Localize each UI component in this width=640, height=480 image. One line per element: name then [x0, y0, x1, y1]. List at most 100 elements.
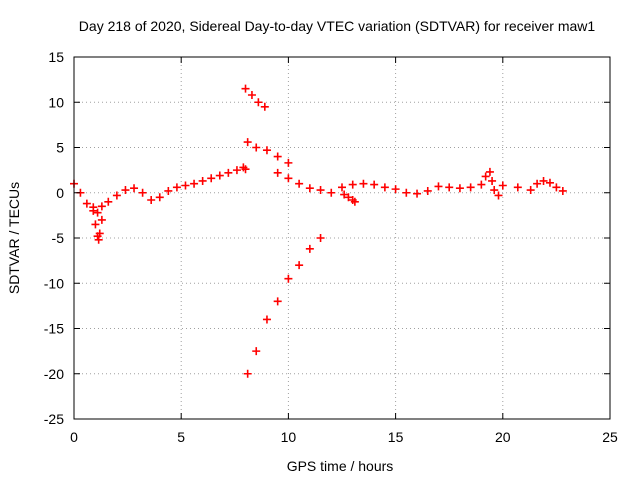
data-point	[533, 179, 542, 188]
data-point	[262, 315, 271, 324]
data-point	[262, 146, 271, 155]
data-point	[181, 181, 190, 190]
data-point	[215, 171, 224, 180]
y-tick-label: 0	[56, 185, 64, 201]
data-point	[295, 179, 304, 188]
y-tick-label: 5	[56, 140, 64, 156]
data-point	[112, 191, 121, 200]
data-point	[260, 102, 269, 111]
data-point	[273, 168, 282, 177]
data-point	[295, 261, 304, 270]
series-isolated-points	[513, 183, 522, 192]
data-point	[273, 297, 282, 306]
y-axis-label: SDTVAR / TECUs	[6, 182, 22, 294]
data-point	[247, 91, 256, 100]
data-point	[241, 84, 250, 93]
x-tick-label: 10	[281, 429, 297, 445]
y-tick-label: -5	[52, 230, 65, 246]
axis-ticks: 0 5 10 15 20 25 -25 -20 -15 -10 -5 0 5 10 15	[44, 49, 618, 445]
data-point	[423, 186, 432, 195]
series-end-track	[526, 176, 567, 195]
data-point	[273, 152, 282, 161]
y-tick-label: 15	[48, 49, 64, 65]
data-point	[391, 185, 400, 194]
data-point	[155, 193, 164, 202]
data-point	[305, 184, 314, 193]
data-point	[477, 180, 486, 189]
data-point	[93, 208, 102, 217]
data-point	[164, 186, 173, 195]
data-point	[232, 166, 241, 175]
x-tick-label: 5	[177, 429, 185, 445]
data-point	[243, 138, 252, 147]
series-main-track	[70, 163, 250, 217]
data-point	[82, 199, 91, 208]
data-point	[89, 206, 98, 215]
data-point	[445, 183, 454, 192]
data-point	[488, 176, 497, 185]
data-point	[241, 165, 250, 174]
chart-title: Day 218 of 2020, Sidereal Day-to-day VTE…	[79, 18, 596, 34]
data-point	[344, 193, 353, 202]
data-point	[338, 183, 346, 192]
y-tick-label: 10	[48, 94, 64, 110]
data-point	[434, 182, 443, 191]
series-dip-near-hour-1	[89, 206, 106, 244]
data-point	[359, 179, 368, 188]
series-high-arc	[241, 84, 269, 111]
data-point	[97, 202, 106, 211]
data-point	[130, 184, 139, 193]
x-tick-label: 20	[495, 429, 511, 445]
data-point	[558, 186, 567, 195]
data-point	[526, 186, 535, 195]
series-noisy-cluster-near-19-5h	[481, 167, 503, 200]
y-tick-label: -25	[44, 411, 64, 427]
data-point	[224, 168, 233, 177]
data-point	[402, 188, 411, 197]
data-point	[481, 172, 490, 181]
data-point	[316, 234, 325, 242]
x-axis-label: GPS time / hours	[287, 458, 394, 474]
data-point	[190, 179, 199, 188]
series-rising-arc	[243, 234, 325, 378]
data-point	[305, 244, 314, 253]
data-point	[104, 197, 113, 206]
data-point	[539, 176, 548, 185]
data-point	[466, 183, 475, 192]
data-point	[243, 369, 252, 378]
grid-lines	[74, 57, 610, 419]
y-tick-label: -20	[44, 366, 64, 382]
data-point	[340, 190, 349, 199]
y-tick-label: -10	[44, 275, 64, 291]
data-point	[254, 98, 263, 107]
series-upper-descending-arc	[243, 138, 293, 167]
data-point	[95, 229, 104, 238]
data-point	[284, 174, 293, 183]
data-point	[198, 176, 207, 185]
series-late-track	[273, 168, 507, 198]
data-point	[413, 189, 422, 198]
data-point	[138, 188, 147, 197]
y-tick-label: -15	[44, 321, 64, 337]
data-point	[494, 191, 503, 200]
data-point	[91, 220, 100, 229]
data-point	[380, 183, 389, 192]
data-point	[455, 184, 464, 193]
data-point	[490, 186, 499, 195]
data-point	[348, 180, 357, 189]
data-point	[252, 347, 261, 356]
x-tick-label: 0	[70, 429, 78, 445]
data-point	[485, 167, 494, 176]
data-point	[513, 183, 522, 192]
data-point	[327, 188, 336, 197]
data-point	[370, 180, 379, 189]
data-point	[252, 143, 261, 152]
data-point	[147, 195, 156, 204]
x-tick-label: 25	[602, 429, 618, 445]
data-point	[97, 215, 106, 224]
data-point	[94, 235, 103, 244]
x-tick-label: 15	[388, 429, 404, 445]
data-point	[284, 274, 293, 283]
series-short-dip-near-13h	[340, 190, 359, 206]
